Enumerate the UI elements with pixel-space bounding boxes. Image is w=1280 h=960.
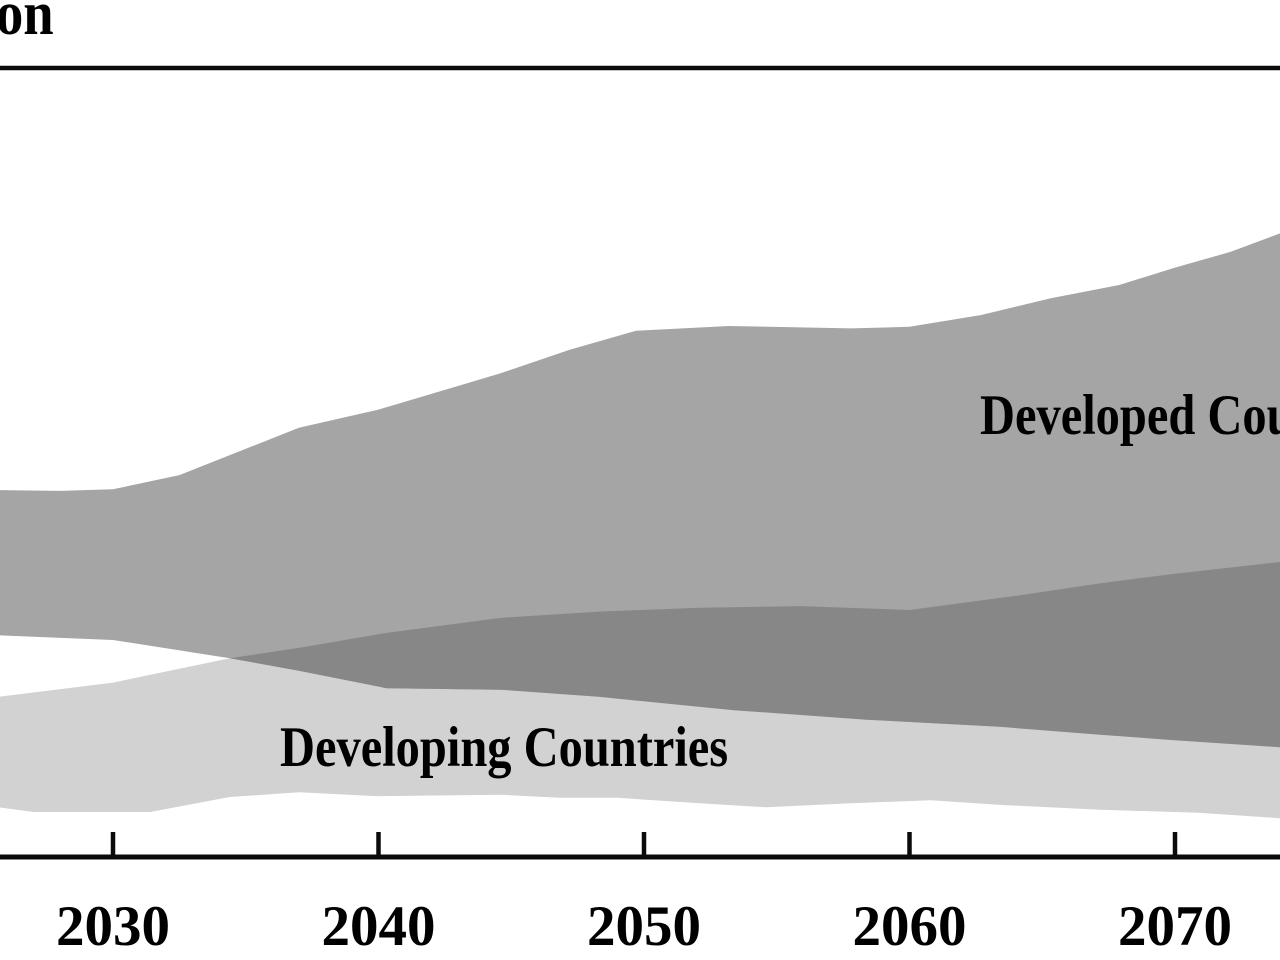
- x-tick-label-2040: 2040: [322, 895, 436, 958]
- x-tick-label-2060: 2060: [853, 895, 967, 958]
- developing-band-label: Developing Countries: [280, 716, 729, 779]
- developed-band-label: Developed Countries: [980, 384, 1280, 447]
- x-tick-label-2050: 2050: [587, 895, 701, 958]
- x-tick-label-2030: 2030: [56, 895, 170, 958]
- x-tick-label-2070: 2070: [1118, 895, 1232, 958]
- partial-axis-title: on: [0, 0, 54, 48]
- bands-overlap-region: [229, 562, 1280, 748]
